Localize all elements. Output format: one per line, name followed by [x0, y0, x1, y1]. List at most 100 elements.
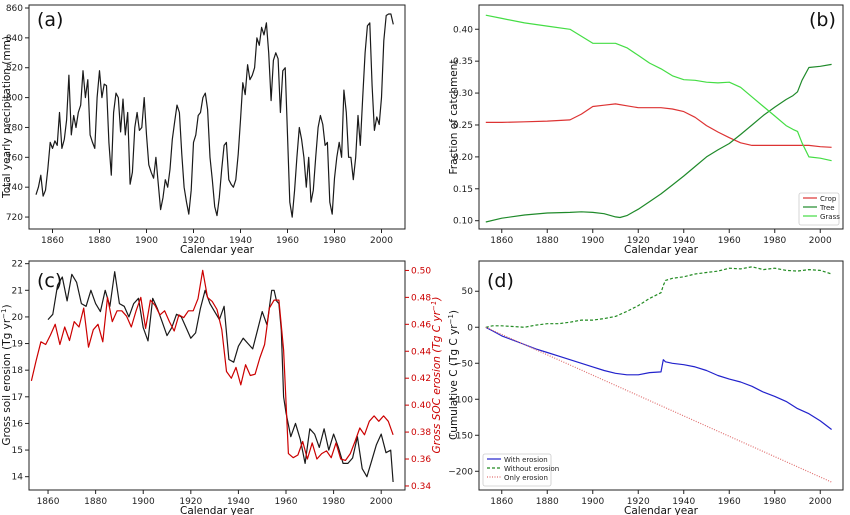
legend-box	[482, 453, 552, 487]
x-tick-label: 1920	[627, 497, 650, 507]
x-tick-label: 1940	[227, 497, 250, 507]
panel-c	[25, 260, 409, 494]
panel-d	[475, 260, 844, 494]
legend-label: Only erosion	[504, 474, 548, 482]
axes-frame	[478, 4, 844, 230]
y-tick-label: 0.40	[453, 25, 473, 35]
legend-label: With erosion	[504, 456, 548, 464]
y-tick-label: 740	[6, 183, 23, 193]
series-line-crop	[485, 103, 832, 148]
x-tick-label: 1900	[581, 236, 604, 246]
y-right-tick-label: 0.46	[411, 320, 431, 330]
series-line-tree	[485, 63, 832, 223]
x-tick-label: 1980	[322, 497, 345, 507]
y-tick-label: 20	[12, 313, 24, 323]
legend-label: Tree	[819, 204, 835, 212]
panel-a	[25, 4, 406, 233]
y-tick-label: 720	[6, 213, 23, 223]
y-tick-label: 17	[12, 393, 23, 403]
x-tick-label: 1900	[581, 497, 604, 507]
series-line-with-erosion	[485, 326, 832, 430]
x-tick-label: 1920	[627, 236, 650, 246]
y-axis-label: Cumulative C (Tg C yr−1)	[447, 310, 460, 440]
x-tick-label: 1960	[718, 236, 741, 246]
x-tick-label: 1940	[229, 236, 252, 246]
series-line-only-erosion	[485, 326, 832, 483]
x-tick-label: 2000	[370, 497, 393, 507]
y-tick-label: 50	[462, 287, 474, 297]
x-tick-label: 2000	[370, 236, 393, 246]
y-tick-label: 0.15	[453, 185, 473, 195]
legend-label: Grass	[820, 213, 840, 221]
x-tick-label: 1960	[275, 497, 298, 507]
x-axis-label: Calendar year	[624, 505, 699, 515]
y-tick-label: 780	[6, 123, 23, 133]
axes-frame	[28, 260, 406, 491]
y-tick-label: 840	[6, 34, 23, 44]
legend-label: Crop	[820, 195, 837, 203]
x-tick-label: 2000	[809, 497, 832, 507]
y-tick-label: −50	[454, 359, 473, 369]
y-right-tick-label: 0.50	[411, 266, 431, 276]
x-axis-label: Calendar year	[180, 505, 255, 515]
panel-label: (b)	[809, 9, 836, 31]
y-right-tick-label: 0.44	[411, 347, 431, 357]
series-line-a-0	[35, 13, 394, 218]
y-tick-label: 860	[6, 4, 23, 14]
x-axis-label: Calendar year	[624, 244, 699, 256]
y-right-tick-label: 0.36	[411, 455, 431, 465]
x-tick-label: 1880	[88, 236, 111, 246]
x-tick-label: 1980	[763, 497, 786, 507]
y-axis-label: Fraction of catchment	[448, 60, 460, 175]
y-right-tick-label: 0.38	[411, 428, 431, 438]
x-tick-label: 1960	[718, 497, 741, 507]
x-tick-label: 1960	[276, 236, 299, 246]
series-line-c-1	[30, 269, 394, 461]
legend-box	[798, 192, 840, 226]
x-tick-label: 1940	[672, 497, 695, 507]
x-tick-label: 1900	[132, 497, 155, 507]
x-tick-label: 2000	[809, 236, 832, 246]
panel-label: (a)	[37, 9, 63, 31]
x-tick-label: 1860	[490, 497, 513, 507]
y-tick-label: −150	[448, 431, 473, 441]
series-line-without-erosion	[485, 266, 832, 328]
y-tick-label: 14	[12, 473, 24, 483]
y-axis-label: Gross soil erosion (Tg yr−1)	[0, 304, 13, 445]
x-tick-label: 1920	[182, 236, 205, 246]
y-tick-label: 820	[6, 64, 23, 74]
series-line-grass	[485, 14, 832, 162]
x-tick-label: 1860	[37, 497, 60, 507]
y-tick-label: −200	[448, 467, 473, 477]
y-tick-label: 800	[6, 94, 23, 104]
y-tick-label: 0.35	[453, 57, 473, 67]
x-axis-label: Calendar year	[180, 244, 255, 256]
y-right-tick-label: 0.42	[411, 374, 431, 384]
y-tick-label: 0	[467, 323, 473, 333]
y-axis-label: Total yearly precipitation (mm)	[1, 36, 13, 199]
y-right-tick-label: 0.40	[411, 401, 431, 411]
x-tick-label: 1900	[135, 236, 158, 246]
y-tick-label: 15	[12, 446, 23, 456]
series-line-c-0	[47, 271, 394, 483]
x-tick-label: 1940	[672, 236, 695, 246]
axes-frame	[28, 4, 406, 230]
x-tick-label: 1860	[41, 236, 64, 246]
y-tick-label: 21	[12, 286, 23, 296]
y-tick-label: 0.10	[453, 217, 473, 227]
y-tick-label: 760	[6, 153, 23, 163]
legend-label: Without erosion	[504, 465, 559, 473]
y-tick-label: 22	[12, 260, 23, 270]
x-tick-label: 1860	[490, 236, 513, 246]
y-tick-label: 0.25	[453, 121, 473, 131]
x-tick-label: 1980	[763, 236, 786, 246]
y-tick-label: 16	[12, 419, 24, 429]
axes-frame	[478, 260, 844, 491]
panel-label: (c)	[37, 270, 62, 292]
y-tick-label: 19	[12, 340, 24, 350]
y-right-axis-label: Gross SOC erosion (Tg C yr−1)	[430, 297, 443, 454]
y-right-tick-label: 0.48	[411, 293, 431, 303]
panel-b	[475, 4, 844, 233]
y-right-tick-label: 0.34	[411, 482, 431, 492]
